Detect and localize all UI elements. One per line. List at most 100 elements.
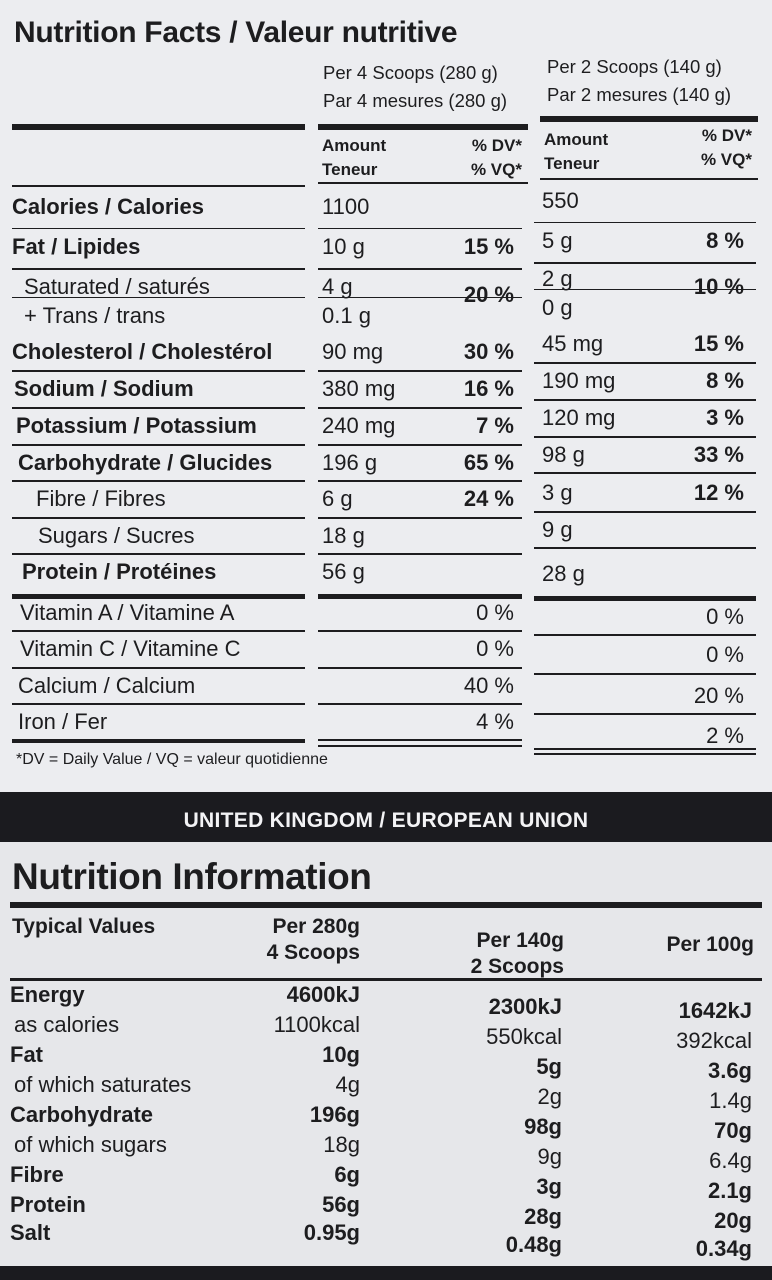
row-rule [534,362,756,364]
canada-amount-2: 3 g [542,480,573,505]
canada-dv-1: 7 % [476,413,514,438]
amount-label-2: Amount Teneur [544,130,609,173]
canada-dv-1: 0 % [476,636,514,661]
canada-dv-2: 33 % [693,442,744,467]
uk-value-col3: 70g [714,1118,752,1143]
row-rule [318,228,522,229]
uk-value-col3: 0.34g [695,1236,752,1261]
canada-amount-1: 56 g [322,559,365,584]
uk-value-col2: 2g [537,1084,562,1109]
uk-title: Nutrition Information [12,856,372,897]
uk-value-col2: 3g [536,1174,562,1199]
row-rule [12,594,305,599]
dv-label-2: % DV*% VQ* [700,126,752,169]
canada-dv-1: 30 % [463,339,514,364]
canada-row-label: Sugars / Sucres [38,523,195,548]
canada-row-label: Calcium / Calcium [18,673,196,698]
row-rule [318,407,522,409]
canada-row-label: Sodium / Sodium [14,376,194,401]
row-rule [534,596,756,601]
uk-band: UNITED KINGDOM / EUROPEAN UNION [0,800,772,842]
canada-nutrition-panel: Nutrition Facts / Valeur nutritive Per 4… [0,0,772,792]
row-rule [318,444,522,446]
footnote: *DV = Daily Value / VQ = valeur quotidie… [16,751,328,768]
uk-col3-head: Per 100g [666,933,754,956]
row-rule [318,553,522,555]
canada-dv-1: 16 % [463,376,514,401]
uk-value-col3: 1642kJ [678,998,752,1023]
row-rule [318,297,522,298]
canada-amount-2: 2 g [542,266,573,291]
canada-dv-1: 20 % [463,282,514,307]
canada-amount-2: 9 g [542,517,573,542]
row-rule [534,547,756,549]
row-rule [12,297,305,298]
uk-value-col3: 3.6g [707,1058,752,1083]
serving1-en: Per 4 Scoops (280 g) [323,62,498,83]
row-rule [534,472,756,474]
canada-amount-1: 380 mg [322,376,396,401]
uk-value-col1: 6g [334,1162,360,1187]
serving1-fr: Par 4 mesures (280 g) [323,90,508,111]
dv-label-1: % DV*% VQ* [470,136,522,179]
uk-value-col1: 4g [335,1072,360,1097]
canada-amount-2: 120 mg [542,405,616,430]
canada-dv-2: 8 % [706,228,744,253]
uk-value-col1: 196g [309,1102,360,1127]
canada-dv-2: 10 % [693,274,744,299]
canada-dv-1: 4 % [476,709,514,734]
uk-value-col1: 1100kcal [273,1012,360,1037]
canada-amount-2: 98 g [542,442,585,467]
row-rule [534,748,756,750]
canada-dv-2: 2 % [706,723,744,748]
row-rule [12,630,305,632]
row-rule [318,703,522,705]
canada-amount-2: 28 g [542,561,585,586]
canada-amount-1: 196 g [322,450,378,475]
uk-value-col1: 4600kJ [286,982,360,1007]
uk-value-col3: 392kcal [676,1028,752,1053]
canada-row-label: Saturated / saturés [24,274,210,299]
uk-value-col1: 10g [322,1042,360,1067]
amount-label-1: Amount Teneur [322,136,387,179]
canada-dv-2: 0 % [706,642,744,667]
canada-amount-2: 0 g [542,295,573,320]
uk-row-label: Protein [10,1192,86,1217]
uk-row-label: of which sugars [14,1132,167,1157]
canada-dv-1: 65 % [463,450,514,475]
typical-values: Typical Values [12,915,156,938]
uk-row-label: Energy [10,982,85,1007]
canada-row-label: Vitamin A / Vitamine A [20,600,235,625]
canada-row-label: Fibre / Fibres [36,486,166,511]
canada-row-label: Vitamin C / Vitamine C [20,636,241,661]
serving2-en: Per 2 Scoops (140 g) [547,56,722,77]
uk-value-col3: 6.4g [709,1148,752,1173]
canada-row-label: Carbohydrate / Glucides [18,450,273,475]
canada-row-label: Potassium / Potassium [16,413,257,438]
canada-dv-2: 15 % [693,331,744,356]
row-rule [534,673,756,675]
canada-title: Nutrition Facts / Valeur nutritive [14,16,458,49]
row-rule [318,594,522,599]
uk-value-col2: 0.48g [505,1232,562,1257]
canada-amount-1: 10 g [322,234,365,259]
canada-amount-1: 240 mg [322,413,396,438]
row-rule [12,739,305,741]
row-rule [318,268,522,270]
canada-row-label: + Trans / trans [24,303,166,328]
uk-row-label: of which saturates [14,1072,192,1097]
canada-amount-1: 0.1 g [322,303,371,328]
canada-row-label: Calories / Calories [12,194,204,219]
row-rule [12,370,305,372]
canada-amount-2: 190 mg [542,368,616,393]
uk-value-col1: 18g [323,1132,360,1157]
row-rule [12,703,305,705]
canada-dv-2: 3 % [706,405,744,430]
row-rule [318,630,522,632]
uk-value-col3: 20g [714,1208,752,1233]
canada-amount-2: 5 g [542,228,573,253]
uk-nutrition-panel: Nutrition Information Typical Values Per… [0,842,772,1280]
canada-amount-1: 1100 [322,194,370,219]
uk-value-col2: 9g [537,1144,562,1169]
bottom-strip [0,1266,772,1280]
